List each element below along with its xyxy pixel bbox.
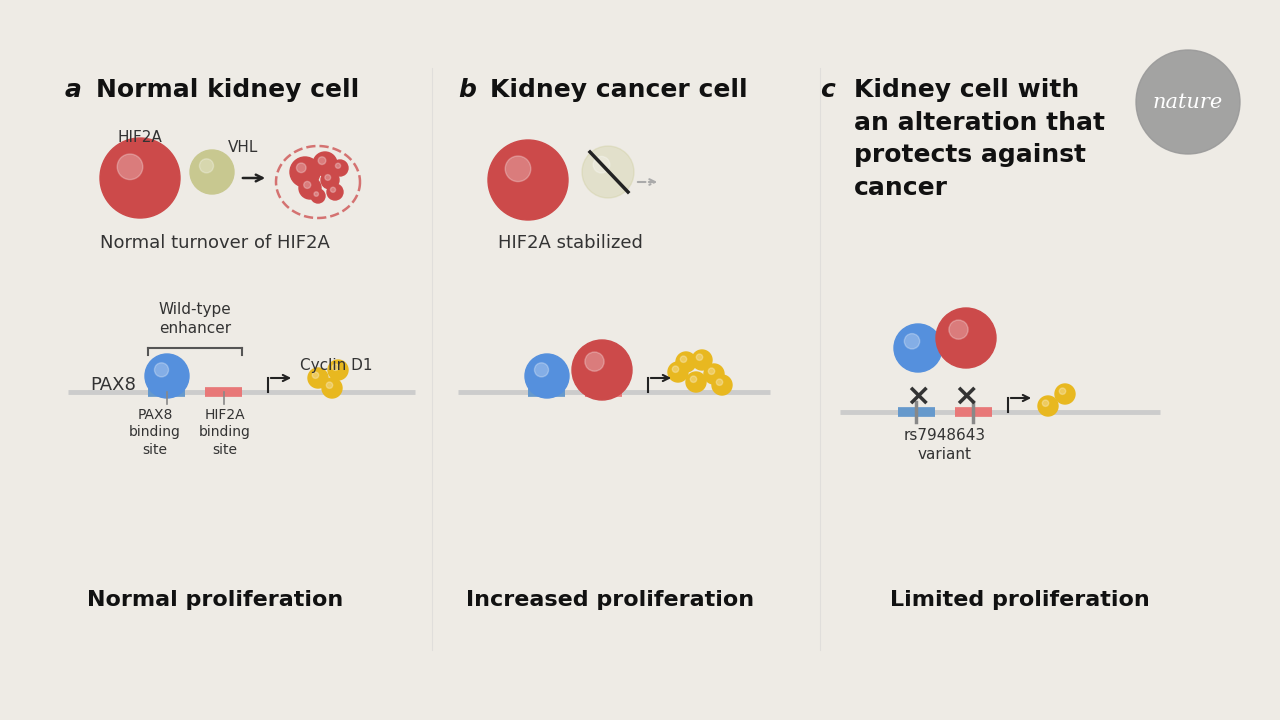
Text: Normal kidney cell: Normal kidney cell [96,78,360,102]
Circle shape [303,181,311,189]
Text: HIF2A stabilized: HIF2A stabilized [498,234,643,252]
Circle shape [333,364,339,370]
Circle shape [325,174,330,180]
Circle shape [572,340,632,400]
Text: ×: × [954,382,979,411]
Circle shape [708,368,714,374]
Text: Kidney cancer cell: Kidney cancer cell [490,78,748,102]
Text: nature: nature [1153,92,1224,112]
Circle shape [1137,50,1240,154]
Circle shape [1042,400,1048,406]
Text: PAX8
binding
site: PAX8 binding site [129,408,180,456]
Circle shape [585,352,604,372]
Text: HIF2A: HIF2A [118,130,163,145]
Text: rs7948643
variant: rs7948643 variant [904,428,986,462]
Circle shape [1060,388,1066,395]
Circle shape [319,157,326,164]
Circle shape [680,356,686,362]
Circle shape [905,333,919,349]
Circle shape [200,159,214,173]
Circle shape [686,372,707,392]
Circle shape [314,152,337,176]
Circle shape [712,375,732,395]
Circle shape [506,156,531,181]
Circle shape [1055,384,1075,404]
Text: Normal proliferation: Normal proliferation [87,590,343,610]
Text: b: b [458,78,476,102]
Circle shape [1038,396,1059,416]
Circle shape [668,362,689,382]
Circle shape [300,177,321,199]
Circle shape [326,382,333,388]
Text: c: c [820,78,835,102]
Circle shape [308,368,328,388]
Circle shape [676,352,696,372]
Circle shape [100,138,180,218]
Circle shape [189,150,234,194]
Circle shape [291,157,320,187]
Circle shape [696,354,703,361]
Circle shape [145,354,189,398]
Circle shape [332,160,348,176]
Circle shape [297,163,306,173]
Circle shape [311,189,325,203]
Circle shape [118,154,143,179]
Text: HIF2A
binding
site: HIF2A binding site [200,408,251,456]
Text: Limited proliferation: Limited proliferation [890,590,1149,610]
Circle shape [717,379,723,385]
Circle shape [328,360,348,380]
Circle shape [936,308,996,368]
Circle shape [582,146,634,198]
Circle shape [321,171,339,189]
Circle shape [593,156,609,173]
Circle shape [704,364,724,384]
Text: VHL: VHL [228,140,259,155]
Text: ×: × [905,382,931,411]
Circle shape [535,363,549,377]
Circle shape [893,324,942,372]
Circle shape [326,184,343,200]
Circle shape [488,140,568,220]
Text: a: a [65,78,82,102]
Text: PAX8: PAX8 [90,376,136,394]
Text: Normal turnover of HIF2A: Normal turnover of HIF2A [100,234,330,252]
Circle shape [690,376,696,382]
Circle shape [692,350,712,370]
Text: Increased proliferation: Increased proliferation [466,590,754,610]
Text: Cyclin D1: Cyclin D1 [300,358,372,373]
Circle shape [330,187,335,192]
Circle shape [948,320,968,339]
Circle shape [312,372,319,379]
Text: Wild-type
enhancer: Wild-type enhancer [159,302,232,336]
Circle shape [314,192,319,197]
Circle shape [155,363,169,377]
Circle shape [525,354,570,398]
Text: Kidney cell with
an alteration that
protects against
cancer: Kidney cell with an alteration that prot… [854,78,1105,199]
Circle shape [335,163,340,168]
Circle shape [323,378,342,398]
Circle shape [672,366,678,372]
